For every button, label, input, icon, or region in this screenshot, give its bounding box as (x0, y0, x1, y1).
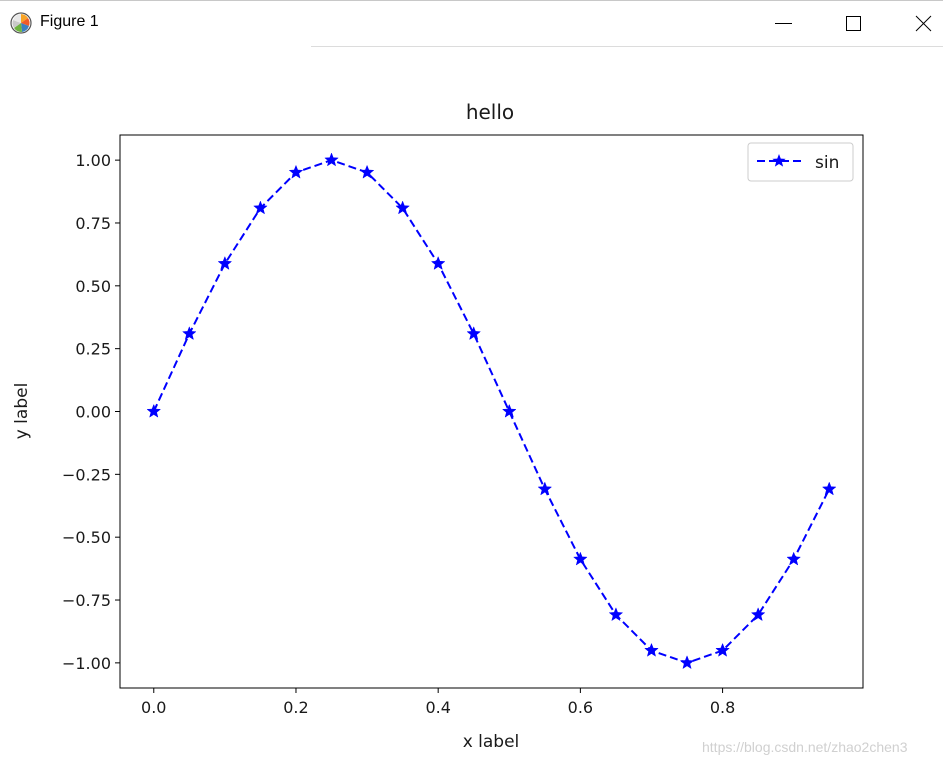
y-tick-label: −1.00 (62, 654, 111, 673)
close-button[interactable] (900, 0, 943, 46)
titlebar-separator (311, 46, 943, 47)
data-point-marker (359, 164, 375, 179)
y-axis-ticks: 1.00 0.75 0.50 0.25 0.00 −0.25 −0.50 −0.75 −1.00 (62, 151, 120, 673)
data-point-marker (182, 326, 197, 341)
maximize-button[interactable] (830, 0, 876, 46)
watermark-text: https://blog.csdn.net/zhao2chen3 (702, 739, 908, 755)
y-axis-label: y label (12, 383, 32, 440)
data-point-marker (288, 164, 304, 179)
x-tick-label: 0.0 (141, 698, 166, 717)
matplotlib-icon (10, 12, 32, 34)
y-tick-label: 0.75 (75, 214, 111, 233)
x-axis-label: x label (463, 732, 520, 752)
data-point-marker (501, 403, 517, 418)
data-point-marker (146, 403, 162, 418)
chart-title: hello (466, 100, 514, 124)
y-tick-label: 0.25 (75, 340, 111, 359)
plot-frame (119, 134, 864, 689)
data-point-marker (430, 256, 446, 270)
maximize-icon (846, 16, 861, 31)
legend-label-sin: sin (815, 153, 839, 173)
x-tick-label: 0.6 (568, 698, 593, 717)
series-markers-sin (146, 152, 837, 670)
x-tick-label: 0.8 (710, 698, 735, 717)
y-tick-label: −0.25 (62, 465, 111, 484)
figure-canvas[interactable]: hello 1.00 0.75 0.50 0.25 0.00 −0.25 −0.50 −0.7… (0, 47, 943, 767)
legend-marker-sin (772, 154, 786, 167)
y-tick-label: −0.50 (62, 528, 111, 547)
data-point-marker (644, 642, 659, 657)
data-point-marker (253, 200, 268, 215)
data-point-marker (750, 607, 766, 622)
data-point-marker (715, 642, 730, 657)
close-icon (915, 15, 932, 32)
minimize-button[interactable] (758, 0, 804, 46)
line-chart: hello 1.00 0.75 0.50 0.25 0.00 −0.25 −0.50 −0.7… (12, 100, 864, 752)
data-point-marker (821, 481, 837, 496)
y-tick-label: 1.00 (75, 151, 111, 170)
y-tick-label: 0.00 (75, 403, 111, 422)
data-point-marker (679, 655, 695, 670)
series-line-sin (152, 159, 831, 664)
data-point-marker (466, 326, 482, 341)
x-tick-label: 0.4 (425, 698, 450, 717)
x-axis-ticks: 0.0 0.2 0.4 0.6 0.8 (141, 688, 735, 717)
window-titlebar: Figure 1 (0, 0, 943, 47)
window-title: Figure 1 (40, 13, 99, 30)
y-tick-label: 0.50 (75, 277, 111, 296)
data-point-marker (608, 607, 624, 622)
minimize-icon (775, 23, 792, 24)
data-point-marker (573, 551, 588, 566)
y-tick-label: −0.75 (62, 591, 111, 610)
data-point-marker (786, 551, 801, 566)
legend: sin (747, 142, 854, 182)
data-point-marker (537, 481, 553, 496)
data-point-marker (395, 200, 410, 215)
x-tick-label: 0.2 (283, 698, 308, 717)
window-top-border (0, 0, 943, 1)
data-point-marker (324, 152, 339, 167)
data-point-marker (217, 256, 233, 270)
